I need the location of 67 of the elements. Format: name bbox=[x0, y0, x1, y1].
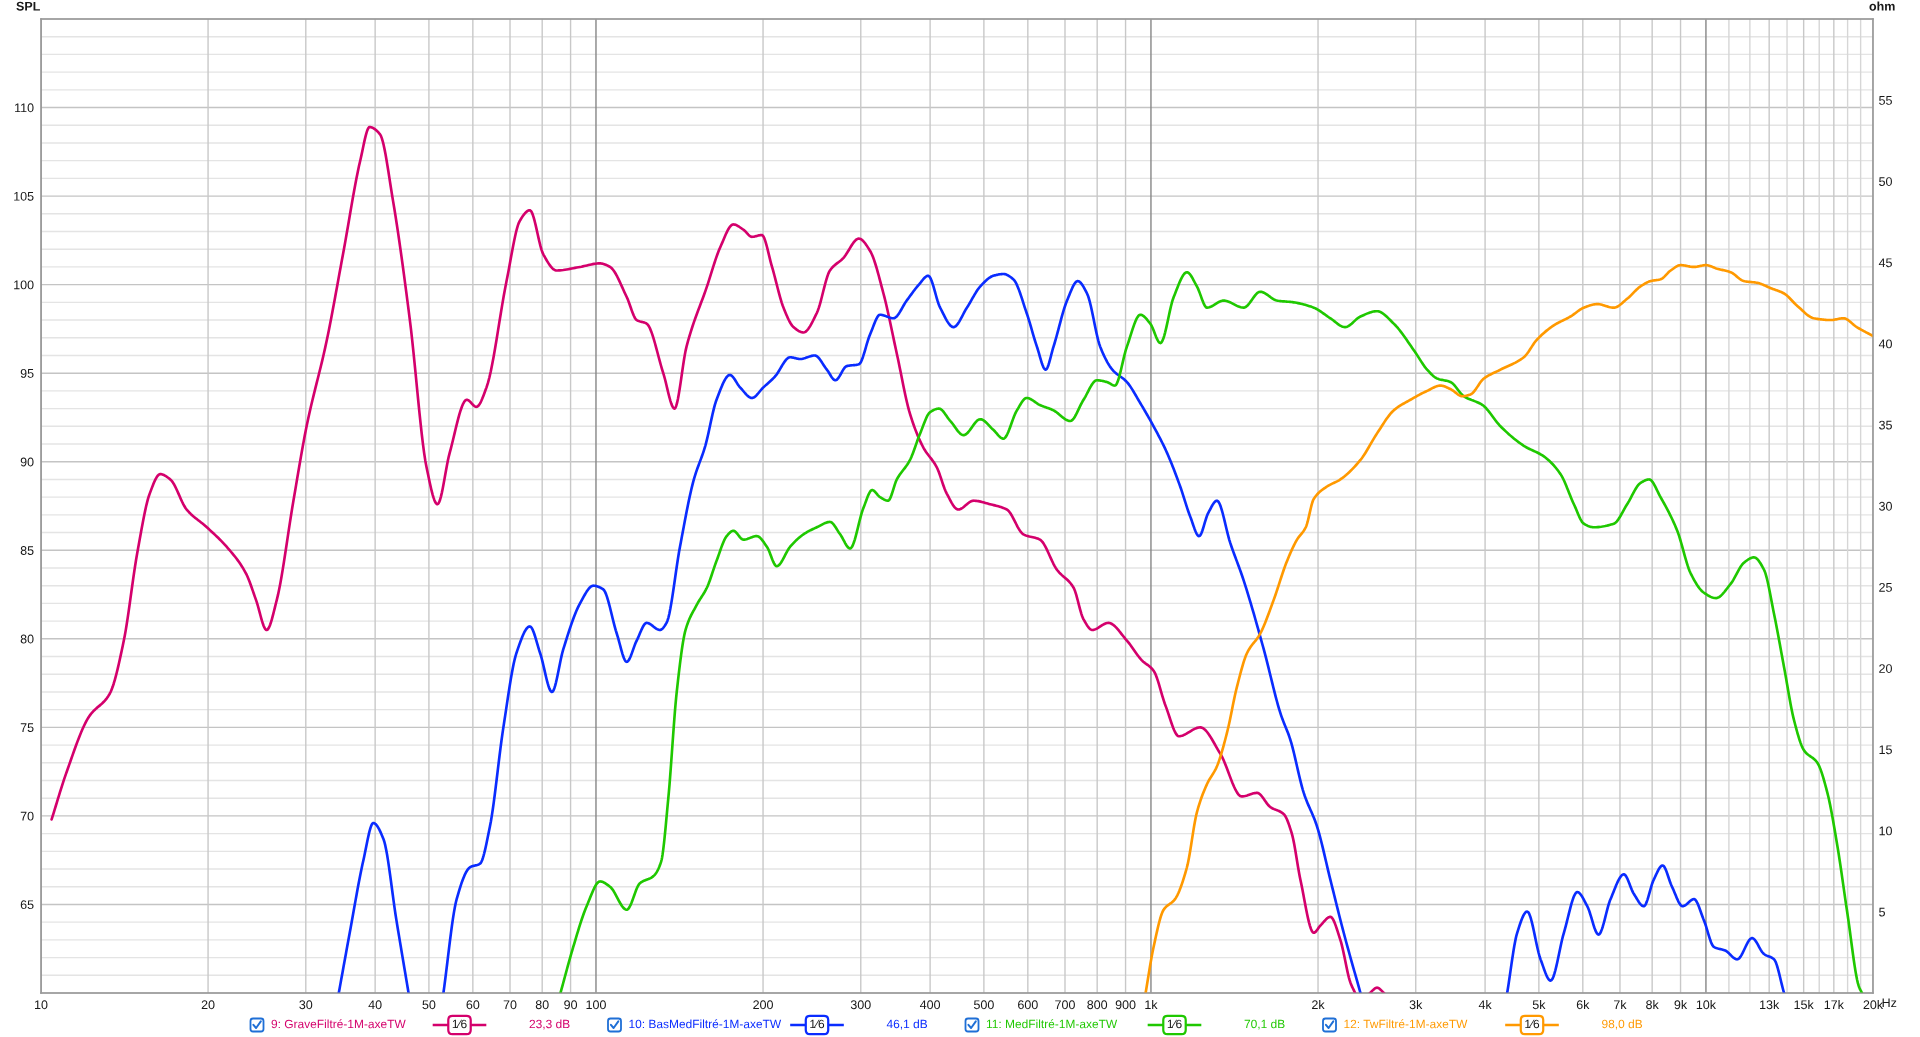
text: 1⁄6 bbox=[452, 1019, 467, 1029]
y2-tick-label: 50 bbox=[1879, 177, 1892, 186]
text: 10: BasMedFiltré-1M-axeTW bbox=[629, 1019, 782, 1029]
x-tick-label: 2k bbox=[1312, 999, 1325, 1009]
y2-tick-label: 15 bbox=[1879, 745, 1892, 755]
x-tick-label: 800 bbox=[1087, 1000, 1108, 1010]
y2-tick-label: 45 bbox=[1878, 258, 1892, 268]
y2-tick-label: 40 bbox=[1878, 339, 1892, 349]
y-tick-label: 105 bbox=[14, 191, 34, 201]
text: 9: GraveFiltré-1M-axeTW bbox=[271, 1019, 406, 1029]
x-tick-label: 9k bbox=[1674, 999, 1688, 1010]
y-axis-title: SPL bbox=[16, 1, 40, 11]
y2-tick-label: 20 bbox=[1879, 664, 1892, 673]
y2-tick-label: 30 bbox=[1879, 501, 1892, 511]
x-tick-label: 600 bbox=[1018, 1000, 1038, 1010]
text: 1⁄6 bbox=[810, 1019, 825, 1029]
x-tick-label: 1k bbox=[1145, 999, 1158, 1009]
text: 12: TwFiltré-1M-axeTW bbox=[1344, 1019, 1468, 1029]
x-tick-label: 20 bbox=[201, 1000, 215, 1010]
y-tick-label: 110 bbox=[15, 103, 34, 113]
text: 23,3 dB bbox=[529, 1019, 570, 1030]
y2-tick-label: 35 bbox=[1879, 420, 1892, 430]
x-tick-label: 80 bbox=[535, 1000, 549, 1010]
x-tick-label: 17k bbox=[1824, 999, 1844, 1009]
text: 70,1 dB bbox=[1244, 1019, 1285, 1030]
x-tick-label: 10k bbox=[1696, 999, 1717, 1010]
y-tick-label: 85 bbox=[20, 546, 34, 555]
text: 1⁄6 bbox=[1525, 1019, 1540, 1029]
x-tick-label: 100 bbox=[586, 1000, 606, 1010]
x-tick-label: 7k bbox=[1614, 999, 1627, 1009]
x-tick-label: 8k bbox=[1646, 999, 1659, 1010]
x-tick-label: 13k bbox=[1760, 999, 1780, 1010]
x-tick-label: 15k bbox=[1794, 999, 1814, 1010]
y2-axis-title: ohm bbox=[1869, 1, 1895, 11]
x-tick-label: 6k bbox=[1576, 999, 1590, 1010]
y-tick-label: 95 bbox=[20, 368, 34, 378]
x-tick-label: 400 bbox=[919, 1000, 941, 1010]
x-tick-label: 900 bbox=[1115, 1000, 1136, 1010]
x-tick-label: 200 bbox=[753, 1000, 773, 1010]
x-tick-label: 5k bbox=[1532, 999, 1546, 1010]
y2-tick-label: 25 bbox=[1879, 582, 1892, 592]
x-tick-label: 90 bbox=[564, 1000, 578, 1010]
text: 11: MedFiltré-1M-axeTW bbox=[986, 1019, 1118, 1029]
y-tick-label: 100 bbox=[14, 280, 34, 290]
y2-tick-label: 5 bbox=[1879, 907, 1885, 917]
x-tick-label: 500 bbox=[973, 1000, 994, 1010]
x-tick-label: 70 bbox=[503, 1000, 517, 1010]
x-tick-label: 3k bbox=[1409, 999, 1423, 1010]
x-tick-label: 40 bbox=[368, 1000, 382, 1010]
y-tick-label: 75 bbox=[20, 723, 34, 733]
y-tick-label: 80 bbox=[20, 634, 34, 644]
x-tick-label: 700 bbox=[1055, 1000, 1075, 1010]
x-tick-label: 50 bbox=[422, 1000, 436, 1010]
y2-tick-label: 55 bbox=[1879, 96, 1892, 105]
x-tick-label: 300 bbox=[850, 1000, 871, 1010]
text: 98,0 dB bbox=[1602, 1019, 1643, 1030]
x-tick-label: 60 bbox=[466, 1000, 480, 1010]
x-tick-label: 10 bbox=[35, 1000, 48, 1010]
y-tick-label: 90 bbox=[20, 457, 34, 467]
y-tick-label: 65 bbox=[20, 900, 34, 910]
text: 1⁄6 bbox=[1167, 1019, 1182, 1029]
y2-tick-label: 10 bbox=[1879, 826, 1892, 836]
x-tick-label: 30 bbox=[299, 1000, 313, 1010]
x-axis-title: Hz bbox=[1882, 998, 1897, 1008]
text: 46,1 dB bbox=[886, 1019, 928, 1030]
y-tick-label: 70 bbox=[20, 811, 34, 821]
x-tick-label: 4k bbox=[1478, 999, 1492, 1009]
